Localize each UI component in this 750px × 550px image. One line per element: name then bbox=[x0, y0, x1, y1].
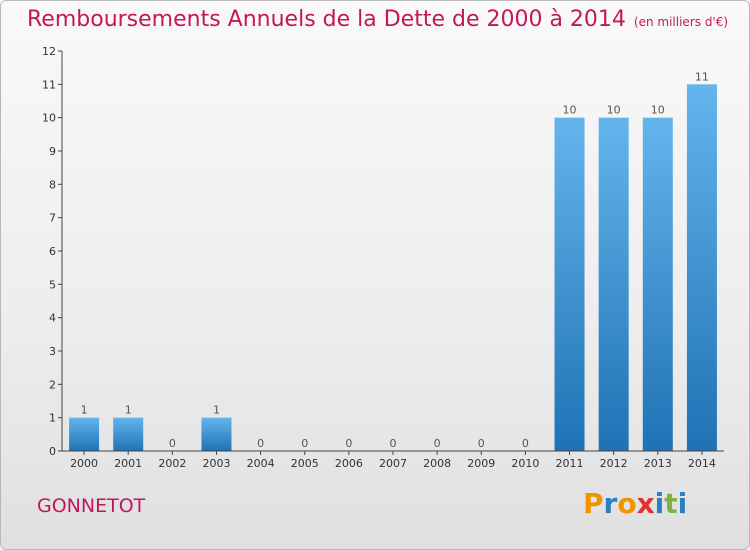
x-tick-label-2000: 2000 bbox=[70, 457, 98, 470]
y-tick-label-1: 1 bbox=[49, 412, 56, 425]
value-label-2014: 11 bbox=[695, 70, 709, 83]
value-label-2004: 0 bbox=[257, 437, 264, 450]
value-label-2011: 10 bbox=[563, 104, 577, 117]
logo-letter: i bbox=[677, 487, 688, 520]
logo-letter: P bbox=[583, 487, 604, 520]
x-tick-label-2011: 2011 bbox=[556, 457, 584, 470]
proxiti-logo: Proxiti bbox=[583, 487, 687, 520]
y-tick-label-4: 4 bbox=[49, 312, 56, 325]
x-tick-label-2014: 2014 bbox=[688, 457, 716, 470]
axes-group: 2000 2001 2002 2003 2004 2005 2006 2007 2008 2009… bbox=[42, 45, 724, 470]
y-tick-label-11: 11 bbox=[42, 78, 56, 91]
y-tick-label-0: 0 bbox=[49, 445, 56, 458]
x-tick-label-2001: 2001 bbox=[114, 457, 142, 470]
logo-letter: t bbox=[664, 487, 678, 520]
logo-letter: x bbox=[636, 487, 655, 520]
chart-unit: (en milliers d'€) bbox=[633, 15, 729, 29]
chart-title: Remboursements Annuels de la Dette de 20… bbox=[27, 7, 728, 32]
value-label-2009: 0 bbox=[478, 437, 485, 450]
x-tick-label-2006: 2006 bbox=[335, 457, 363, 470]
value-label-2001: 1 bbox=[125, 404, 132, 417]
value-label-2012: 10 bbox=[607, 104, 621, 117]
bar-2003 bbox=[201, 417, 232, 451]
logo-letter: r bbox=[603, 487, 618, 520]
y-tick-label-2: 2 bbox=[49, 378, 56, 391]
x-tick-label-2012: 2012 bbox=[600, 457, 628, 470]
chart-title-text: Remboursements Annuels de la Dette de 20… bbox=[27, 7, 626, 32]
bar-2000 bbox=[69, 417, 100, 451]
x-tick-label-2008: 2008 bbox=[423, 457, 451, 470]
value-label-2006: 0 bbox=[345, 437, 352, 450]
y-tick-label-6: 6 bbox=[49, 245, 56, 258]
y-tick-label-9: 9 bbox=[49, 145, 56, 158]
x-tick-label-2003: 2003 bbox=[202, 457, 230, 470]
y-tick-label-5: 5 bbox=[49, 278, 56, 291]
x-tick-label-2009: 2009 bbox=[467, 457, 495, 470]
y-tick-label-12: 12 bbox=[42, 45, 56, 58]
x-tick-label-2004: 2004 bbox=[247, 457, 275, 470]
x-tick-label-2002: 2002 bbox=[158, 457, 186, 470]
logo-letter: i bbox=[654, 487, 665, 520]
bar-2012 bbox=[598, 117, 629, 452]
y-tick-label-7: 7 bbox=[49, 212, 56, 225]
x-tick-label-2007: 2007 bbox=[379, 457, 407, 470]
commune-name: GONNETOT bbox=[37, 495, 146, 517]
value-label-2007: 0 bbox=[390, 437, 397, 450]
value-label-2013: 10 bbox=[651, 104, 665, 117]
y-tick-label-10: 10 bbox=[42, 112, 56, 125]
value-label-2005: 0 bbox=[301, 437, 308, 450]
bar-2011 bbox=[554, 117, 585, 452]
bar-2014 bbox=[686, 84, 717, 451]
value-label-2010: 0 bbox=[522, 437, 529, 450]
y-tick-label-3: 3 bbox=[49, 345, 56, 358]
x-tick-label-2005: 2005 bbox=[291, 457, 319, 470]
x-tick-label-2010: 2010 bbox=[511, 457, 539, 470]
bar-2013 bbox=[642, 117, 673, 452]
value-label-2002: 0 bbox=[169, 437, 176, 450]
value-label-2008: 0 bbox=[434, 437, 441, 450]
value-label-2003: 1 bbox=[213, 404, 220, 417]
value-label-2000: 1 bbox=[81, 404, 88, 417]
x-tick-label-2013: 2013 bbox=[644, 457, 672, 470]
bar-2001 bbox=[113, 417, 144, 451]
y-tick-label-8: 8 bbox=[49, 178, 56, 191]
logo-letter: o bbox=[617, 487, 637, 520]
